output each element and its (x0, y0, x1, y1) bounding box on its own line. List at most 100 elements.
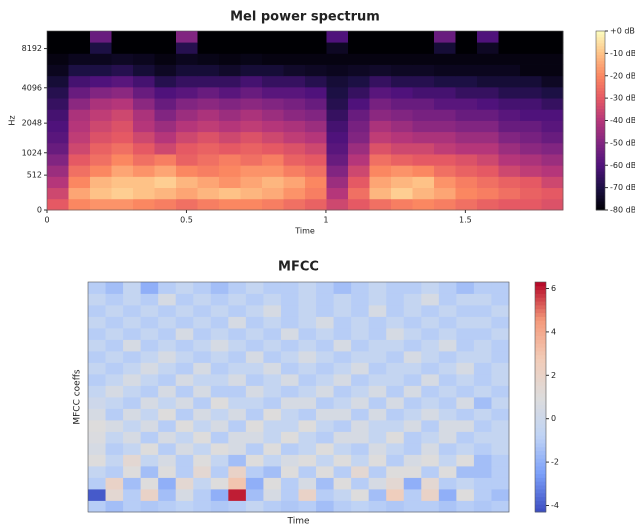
colorbar-step (596, 72, 605, 77)
heatmap-cell (154, 154, 177, 166)
heatmap-cell (111, 176, 134, 189)
heatmap-cell (386, 328, 405, 340)
heatmap-cell (228, 362, 247, 375)
heatmap-cell (123, 328, 142, 340)
heatmap-cell (434, 42, 456, 54)
heatmap-cell (455, 142, 478, 155)
heatmap-cell (403, 454, 422, 467)
colorbar-step (596, 87, 605, 92)
heatmap-cell (175, 282, 194, 294)
colorbar-step (535, 492, 546, 498)
heatmap-cell (133, 176, 155, 189)
heatmap-cell (68, 120, 91, 133)
heatmap-cell (68, 131, 91, 144)
heatmap-cell (368, 397, 387, 409)
heatmap-cell (47, 120, 69, 133)
heatmap-cell (455, 64, 478, 77)
heatmap-cell (305, 109, 327, 121)
heatmap-cell (47, 109, 69, 121)
heatmap-cell (193, 443, 212, 455)
heatmap-cell (368, 328, 387, 340)
heatmap-cell (305, 53, 327, 65)
heatmap-cell (421, 293, 440, 306)
heatmap-cell (391, 109, 413, 121)
heatmap-cell (520, 109, 542, 121)
heatmap-cell (240, 109, 263, 121)
heatmap-cell (326, 31, 349, 43)
heatmap-cell (90, 42, 112, 54)
heatmap-cell (520, 31, 542, 43)
heatmap-cell (434, 187, 456, 200)
heatmap-cell (262, 187, 284, 200)
heatmap-cell (262, 142, 284, 155)
heatmap-cell (240, 154, 263, 166)
heatmap-cell (68, 98, 91, 110)
heatmap-cell (245, 431, 264, 444)
heatmap-cell (316, 466, 334, 478)
heatmap-cell (123, 466, 142, 478)
heatmap-cell (520, 53, 542, 65)
heatmap-cell (326, 42, 349, 54)
colorbar-step (596, 174, 605, 178)
colorbar-step (535, 420, 546, 425)
heatmap-cell (520, 86, 542, 99)
heatmap-cell (368, 431, 387, 444)
heatmap-cell (68, 31, 91, 43)
colorbar-step (535, 500, 546, 505)
colorbar-tick-label: +0 dB (610, 27, 635, 36)
colorbar-step (535, 400, 546, 406)
heatmap-cell (456, 351, 475, 363)
heatmap-cell (193, 489, 212, 501)
heatmap-cell (140, 443, 159, 455)
heatmap-cell (473, 293, 492, 306)
heatmap-cell (228, 477, 247, 490)
heatmap-cell (47, 64, 69, 77)
colorbar-step (535, 320, 546, 325)
colorbar-step (535, 443, 546, 448)
heatmap-cell (123, 385, 142, 398)
heatmap-cell (245, 408, 264, 421)
colorbar-step (535, 431, 546, 436)
heatmap-cell (88, 328, 106, 340)
heatmap-cell (477, 86, 499, 99)
heatmap-cell (68, 75, 91, 88)
colorbar-tick-label: 4 (551, 327, 556, 336)
heatmap-cell (228, 385, 247, 398)
heatmap-cell (477, 120, 499, 133)
heatmap-cell (498, 98, 521, 110)
colorbar-step (596, 189, 605, 193)
colorbar-step (535, 416, 546, 421)
heatmap-cell (240, 198, 263, 211)
heatmap-cell (473, 489, 492, 501)
heatmap-cell (368, 316, 387, 329)
heatmap-cell (123, 489, 142, 501)
heatmap-cell (245, 293, 264, 306)
heatmap-cell (498, 120, 521, 133)
heatmap-cell (391, 176, 413, 189)
heatmap-cell (140, 293, 159, 306)
colorbar-step (596, 192, 605, 196)
heatmap-cell (473, 351, 492, 363)
heatmap-cell (455, 154, 478, 166)
heatmap-cell (154, 120, 177, 133)
colorbar-step (596, 54, 605, 59)
heatmap-cell (520, 64, 542, 77)
heatmap-cell (386, 385, 405, 398)
heatmap-cell (403, 328, 422, 340)
colorbar-step (596, 66, 605, 71)
heatmap-cell (386, 466, 405, 478)
heatmap-cell (477, 131, 499, 144)
heatmap-cell (140, 397, 159, 409)
heatmap-cell (434, 109, 456, 121)
colorbar-step (596, 63, 605, 68)
heatmap-cell (498, 142, 521, 155)
heatmap-cell (305, 131, 327, 144)
heatmap-cell (193, 431, 212, 444)
heatmap-cell (283, 120, 306, 133)
heatmap-cell (391, 86, 413, 99)
heatmap-cell (491, 477, 510, 490)
heatmap-cell (154, 98, 177, 110)
heatmap-cell (228, 397, 247, 409)
heatmap-cell (123, 351, 142, 363)
heatmap-cell (140, 408, 159, 421)
